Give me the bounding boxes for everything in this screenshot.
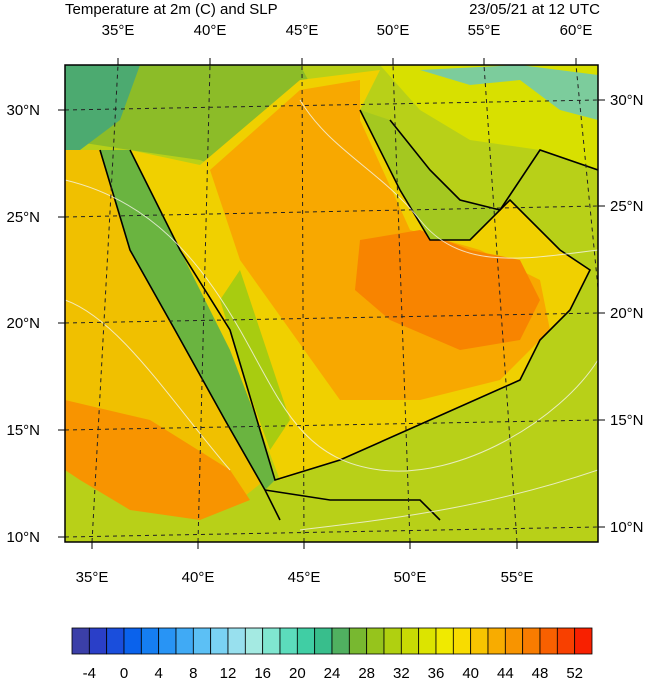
asir-highlands [220,270,290,450]
isobar [65,179,598,472]
colorbar-label: 44 [497,665,514,680]
iran-mountains [420,65,598,120]
colorbar-swatch [331,627,350,655]
bottom-lon-label: 35°E [76,569,109,586]
colorbar-swatch [192,627,212,655]
colorbar-swatch [574,627,593,655]
colorbar-label: 36 [428,665,445,680]
empty-quarter [355,230,540,350]
colorbar-label: 24 [324,665,341,680]
iran-coast [389,119,598,211]
bottom-lon-label: 45°E [288,569,321,586]
title: Temperature at 2m (C) and SLP [65,1,278,18]
colorbar: -4 0 4 8 12 16 20 24 28 32 36 40 44 48 52 [71,627,593,682]
isobar [299,469,598,531]
colorbar-swatch [487,627,506,655]
colorbar-label: 16 [254,665,271,680]
top-lon-label: 60°E [560,22,593,39]
parallel [65,419,598,431]
colorbar-swatch [210,627,229,655]
colorbar-label: 40 [462,665,479,680]
colorbar-label: 48 [532,665,549,680]
parallel [65,526,598,538]
parallel [65,312,598,324]
map-field [65,65,598,542]
colorbar-label: 8 [189,665,197,680]
top-lon-label: 50°E [377,22,410,39]
colorbar-swatch [348,627,368,655]
colorbar-swatch [262,627,281,655]
right-lat-label: 25°N [610,198,644,215]
colorbar-label: 12 [220,665,237,680]
colorbar-swatch [400,627,420,655]
colorbar-swatch [244,627,264,655]
colorbar-label: 32 [393,665,410,680]
colorbar-swatch [452,627,472,655]
colorbar-swatch [435,627,454,655]
top-lon-label: 55°E [468,22,501,39]
colorbar-swatch [140,627,160,655]
right-lat-label: 30°N [610,92,644,109]
isobar [65,299,231,471]
colorbar-label: 4 [154,665,162,680]
colorbar-swatch [106,627,125,655]
colorbar-swatch [314,627,333,655]
map-frame [64,64,599,543]
graticule [65,65,598,542]
colorbar-label: 52 [566,665,583,680]
sudan-hot [65,400,250,520]
colorbar-swatch [366,627,385,655]
parallel [65,99,598,111]
top-lon-label: 45°E [286,22,319,39]
colorbar-swatch [227,627,246,655]
parallel [65,205,598,218]
cool-field [65,65,140,160]
colorbar-swatch [71,627,90,655]
right-lat-label: 10°N [610,519,644,536]
somalia-coast [264,489,441,521]
colorbar-swatch [123,627,142,655]
isobar [299,99,598,259]
red-sea [100,150,275,490]
arabia-coast [129,109,592,482]
bottom-lon-label: 40°E [182,569,215,586]
coordinate-labels: 35°E 40°E 45°E 50°E 55°E 60°E 35°E 40°E 45°E 50°E… [6,22,643,586]
persian-gulf [360,110,500,240]
left-lat-label: 10°N [6,529,40,546]
africa-coast [99,149,281,521]
colorbar-swatch [556,627,576,655]
colorbar-label: 28 [358,665,375,680]
left-lat-label: 30°N [6,102,40,119]
bottom-lon-label: 50°E [394,569,427,586]
colorbar-swatch [470,627,489,655]
colorbar-swatch [539,627,558,655]
colorbar-swatch [522,627,541,655]
colorbar-swatch [279,627,298,655]
left-lat-label: 25°N [6,209,40,226]
colorbar-swatch [88,627,108,655]
colorbar-swatch [383,627,402,655]
colorbar-swatch [504,627,524,655]
top-lon-label: 35°E [102,22,135,39]
colorbar-label: 0 [120,665,128,680]
left-lat-label: 20°N [6,315,40,332]
colorbar-swatch [296,627,316,655]
colorbar-label: -4 [83,665,96,680]
right-lat-label: 20°N [610,305,644,322]
bottom-lon-label: 55°E [501,569,534,586]
colorbar-swatch [158,627,177,655]
left-lat-label: 15°N [6,422,40,439]
colorbar-label: 20 [289,665,306,680]
colorbar-swatch [418,627,437,655]
right-lat-label: 15°N [610,412,644,429]
top-lon-label: 40°E [194,22,227,39]
timestamp: 23/05/21 at 12 UTC [469,1,600,18]
colorbar-swatch [175,627,194,655]
